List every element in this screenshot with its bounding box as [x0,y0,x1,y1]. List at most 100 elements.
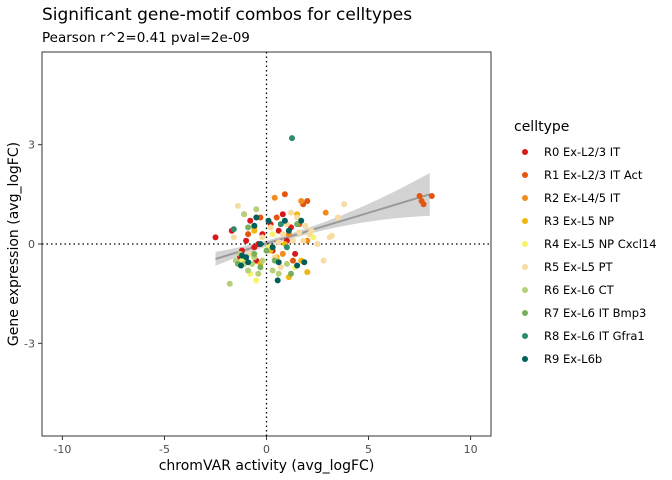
data-point [245,231,252,238]
legend-label: R4 Ex-L5 NP Cxcl14 [544,237,657,251]
data-point [322,209,329,216]
data-point [341,201,348,208]
data-point [245,267,252,274]
data-point [245,224,252,231]
data-point [257,214,264,221]
chart-title: Significant gene-motif combos for cellty… [42,5,412,25]
data-point [245,259,252,266]
data-point [279,250,286,257]
data-point [259,257,266,264]
data-point [428,193,435,199]
legend: R0 Ex-L2/3 IT R1 Ex-L2/3 IT Act R2 Ex-L4/5… [522,145,657,366]
data-point [255,270,262,277]
legend-key [522,218,528,224]
data-point [230,226,237,233]
data-point [275,259,282,266]
data-point [226,280,233,287]
data-point [301,259,308,266]
data-point [243,254,250,261]
data-point [298,198,305,204]
x-axis-ticks: -10 -5 0 5 10 [53,436,478,456]
x-tick-label: 0 [263,443,270,456]
data-point [277,264,284,271]
data-point [285,227,292,234]
data-point [292,250,299,257]
legend-key [522,264,528,270]
x-axis-title: chromVAR activity (avg_logFC) [159,458,375,474]
data-point [294,214,301,221]
data-point [294,221,301,228]
legend-item: R9 Ex-L6b [522,352,602,366]
legend-key [522,195,528,201]
legend-item: R6 Ex-L6 CT [522,283,615,297]
data-point [304,269,311,276]
data-point [247,217,254,224]
data-point [257,264,264,271]
data-points [212,135,435,287]
legend-label: R5 Ex-L5 PT [544,260,613,274]
data-point [238,262,244,269]
data-point [334,214,341,221]
data-point [283,244,290,251]
reference-lines [42,52,491,436]
y-tick-label: 3 [28,139,35,152]
legend-label: R2 Ex-L4/5 IT [544,191,621,205]
data-point [267,224,274,231]
data-point [320,257,327,264]
data-point [253,214,260,221]
legend-item: R5 Ex-L5 PT [522,260,613,274]
data-point [288,209,294,216]
data-point [230,234,237,241]
x-tick-label: 5 [365,443,372,456]
data-point [251,222,258,229]
data-point [251,227,258,234]
data-point [241,211,248,218]
data-point [269,244,276,251]
legend-key [522,172,528,178]
legend-item: R2 Ex-L4/5 IT [522,191,621,205]
x-tick-label: 10 [464,443,478,456]
legend-key [522,287,528,293]
data-point [212,234,219,241]
legend-title: celltype [514,119,569,135]
chart-subtitle: Pearson r^2=0.41 pval=2e-09 [42,30,250,46]
data-point [314,241,321,247]
y-tick-label: 0 [28,238,35,251]
legend-label: R3 Ex-L5 NP [544,214,614,228]
data-point [275,270,282,277]
data-point [288,270,294,277]
legend-key [522,356,528,362]
data-point [310,234,317,241]
data-point [265,217,272,224]
data-point [296,229,303,236]
y-axis-title: Gene expression (avg_logFC) [6,142,22,346]
data-point [420,201,427,208]
data-point [304,198,311,204]
data-point [251,250,258,257]
data-point [253,277,260,284]
data-point [259,234,266,241]
data-point [243,237,250,244]
data-point [328,232,335,239]
data-point [263,247,270,254]
data-point [271,194,278,201]
legend-label: R8 Ex-L6 IT Gfra1 [544,329,645,343]
data-point [269,267,276,274]
x-tick-label: -10 [53,443,71,456]
legend-label: R9 Ex-L6b [544,352,602,366]
data-point [306,231,313,238]
data-point [274,277,281,284]
data-point [253,206,260,213]
data-point [279,211,286,218]
data-point [279,231,286,238]
data-point [290,257,296,264]
data-point [247,250,254,257]
data-point [234,202,241,209]
data-point [298,217,305,224]
legend-label: R0 Ex-L2/3 IT [544,145,621,159]
fit-layer [215,172,431,266]
data-point [302,222,309,229]
data-point [257,241,264,247]
legend-item: R8 Ex-L6 IT Gfra1 [522,329,645,343]
